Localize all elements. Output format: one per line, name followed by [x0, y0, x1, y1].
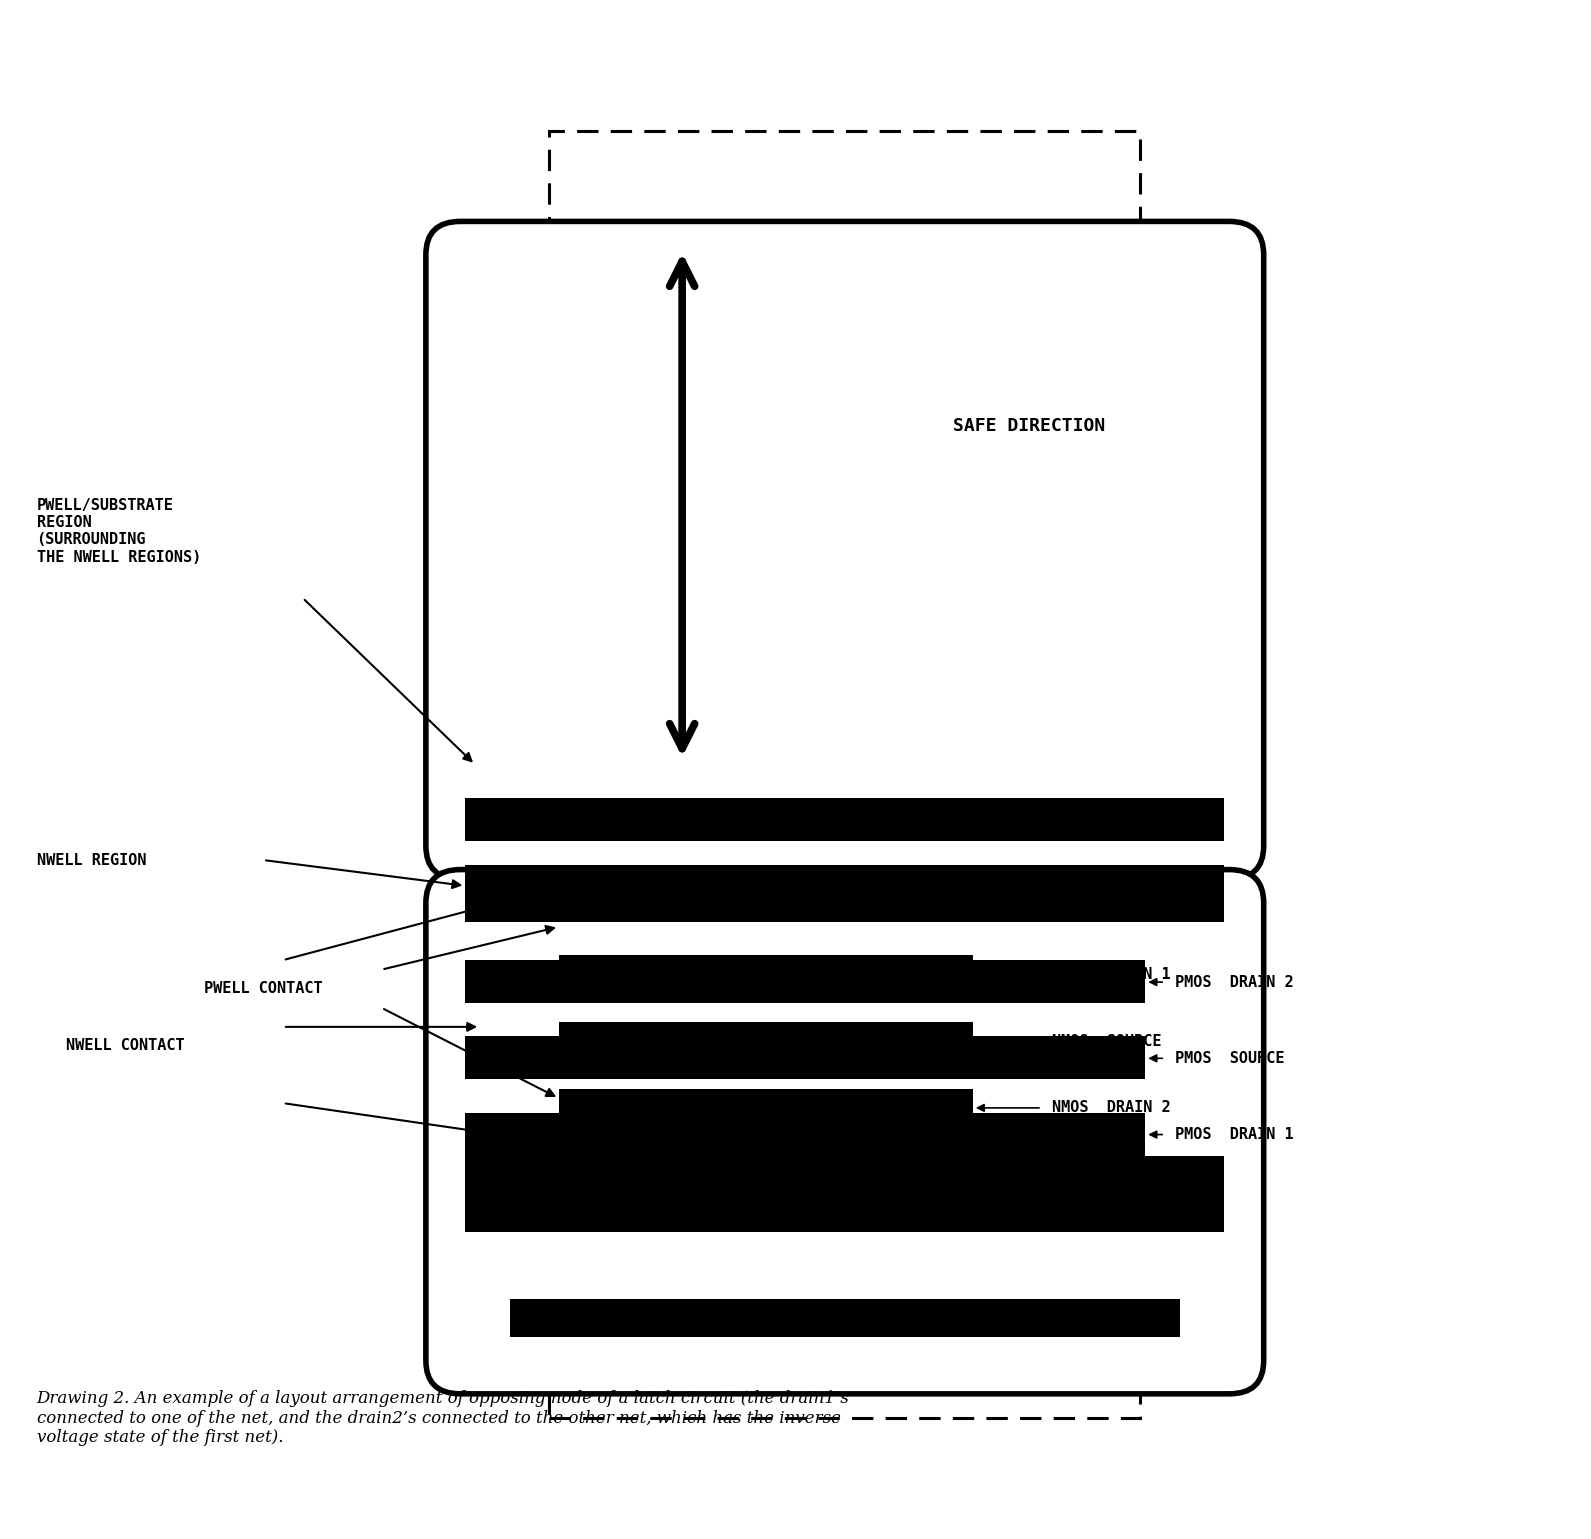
Text: Drawing 2. An example of a layout arrangement of opposing node of a latch circui: Drawing 2. An example of a layout arrang… [37, 1390, 850, 1447]
Text: NMOS  DRAIN 2: NMOS DRAIN 2 [1052, 1100, 1171, 1116]
Bar [558, 1088, 974, 1127]
Text: NWELL REGION: NWELL REGION [37, 853, 146, 868]
Bar [465, 1190, 1225, 1231]
Bar [509, 1299, 1181, 1337]
Bar [549, 131, 1141, 1417]
Text: PWELL/SUBSTRATE
REGION
(SURROUNDING
THE NWELL REGIONS): PWELL/SUBSTRATE REGION (SURROUNDING THE … [37, 497, 200, 565]
Text: PMOS  DRAIN 1: PMOS DRAIN 1 [1176, 1127, 1293, 1142]
Bar [465, 1113, 1146, 1156]
Bar [465, 960, 1146, 1003]
Bar [465, 865, 1225, 908]
FancyBboxPatch shape [426, 870, 1263, 1394]
Bar [465, 1036, 1146, 1079]
Bar [558, 956, 974, 994]
Text: SAFE DIRECTION: SAFE DIRECTION [953, 417, 1106, 436]
FancyBboxPatch shape [426, 222, 1263, 879]
Text: NMOS  DRAIN 1: NMOS DRAIN 1 [1052, 966, 1171, 982]
Text: PMOS  SOURCE: PMOS SOURCE [1176, 1051, 1284, 1067]
Bar [465, 879, 1225, 922]
Text: NMOS  SOURCE: NMOS SOURCE [1052, 1034, 1161, 1048]
Bar [465, 799, 1225, 840]
Text: NWELL CONTACT: NWELL CONTACT [67, 1039, 185, 1053]
Bar [465, 1156, 1225, 1199]
Text: PWELL CONTACT: PWELL CONTACT [204, 982, 323, 996]
Text: PMOS  DRAIN 2: PMOS DRAIN 2 [1176, 974, 1293, 990]
Bar [558, 1022, 974, 1060]
